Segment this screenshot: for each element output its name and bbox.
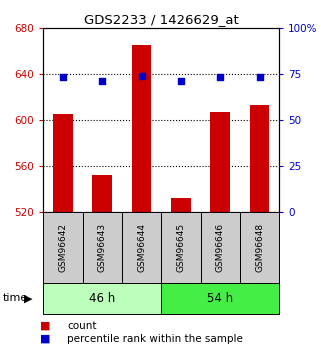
Bar (250, 105, 269, 212)
Text: ■: ■ (40, 334, 50, 344)
Text: GSM96646: GSM96646 (216, 223, 225, 272)
Bar (43, 212, 83, 283)
Text: GSM96648: GSM96648 (255, 223, 264, 272)
Text: percentile rank within the sample: percentile rank within the sample (67, 334, 243, 344)
Text: ■: ■ (40, 321, 50, 331)
Bar (201, 212, 240, 283)
Bar (161, 212, 201, 283)
Text: ▶: ▶ (24, 294, 32, 303)
Point (178, 78, 184, 84)
Text: GSM96642: GSM96642 (58, 223, 67, 272)
Bar (161, 283, 279, 314)
Point (257, 75, 262, 80)
Text: time: time (3, 294, 29, 303)
Point (100, 78, 105, 84)
Bar (211, 112, 230, 212)
Point (139, 73, 144, 78)
Bar (83, 212, 122, 283)
Text: count: count (67, 321, 97, 331)
Bar (171, 198, 191, 212)
Point (218, 75, 223, 80)
Bar (92, 175, 112, 212)
Text: GSM96644: GSM96644 (137, 223, 146, 272)
Bar (240, 212, 279, 283)
Title: GDS2233 / 1426629_at: GDS2233 / 1426629_at (84, 13, 239, 27)
Point (60, 75, 65, 80)
Text: 46 h: 46 h (89, 292, 116, 305)
Bar (53, 114, 73, 212)
Text: GSM96645: GSM96645 (177, 223, 186, 272)
Text: GSM96643: GSM96643 (98, 223, 107, 272)
Text: 54 h: 54 h (207, 292, 233, 305)
Bar (132, 45, 152, 212)
Bar (43, 283, 161, 314)
Bar (122, 212, 161, 283)
